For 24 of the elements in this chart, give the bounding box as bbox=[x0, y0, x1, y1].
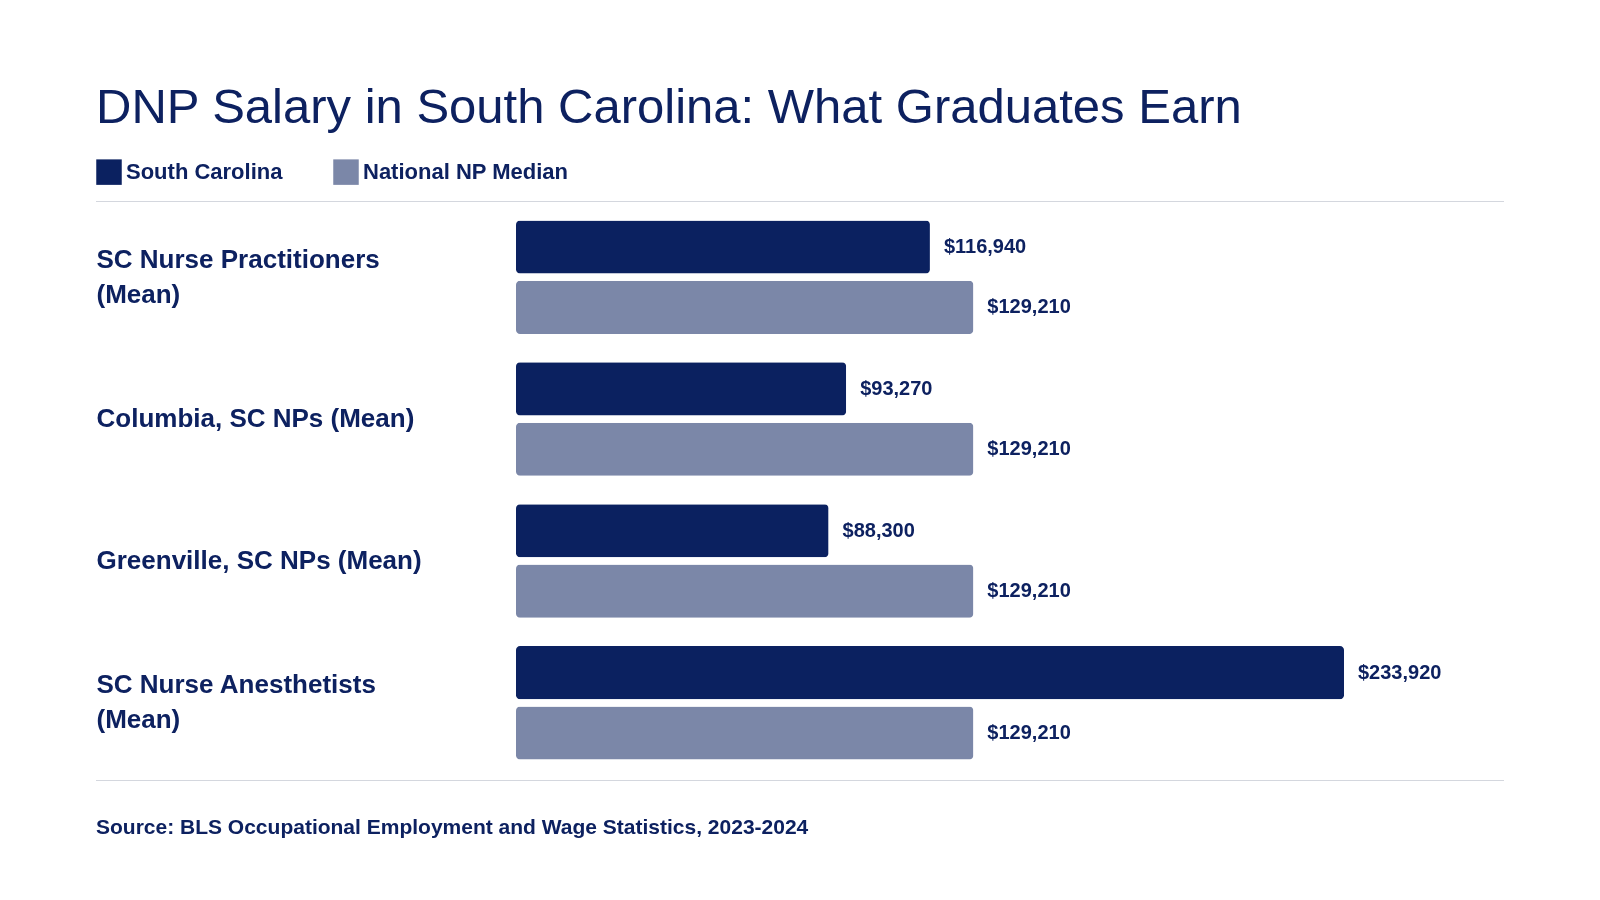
y-tick-label: Greenville, SC NPs (Mean) bbox=[96, 544, 422, 575]
data-label: $88,300 bbox=[842, 518, 915, 541]
data-label: $233,920 bbox=[1358, 660, 1442, 683]
bar bbox=[516, 646, 1344, 700]
bar bbox=[516, 220, 930, 274]
bar bbox=[516, 422, 974, 476]
bar bbox=[516, 706, 974, 760]
legend-label: National NP Median bbox=[363, 159, 568, 185]
data-label: $129,210 bbox=[987, 295, 1071, 318]
legend-label: South Carolina bbox=[126, 159, 284, 185]
y-tick-label: Columbia, SC NPs (Mean) bbox=[96, 403, 415, 434]
data-label: $93,270 bbox=[860, 376, 933, 399]
bar bbox=[516, 280, 974, 334]
data-label: $129,210 bbox=[987, 720, 1071, 743]
bar bbox=[516, 362, 847, 416]
data-label: $129,210 bbox=[987, 579, 1071, 602]
source-note: Source: BLS Occupational Employment and Wage Statistics, 2023-2024 bbox=[96, 815, 809, 839]
y-tick-label: SC Nurse Practitioners (Mean) bbox=[96, 243, 380, 309]
bar bbox=[516, 564, 974, 618]
bar bbox=[516, 504, 829, 558]
data-label: $129,210 bbox=[987, 437, 1071, 460]
y-tick-label: SC Nurse Anesthetists (Mean) bbox=[96, 669, 376, 735]
data-label: $116,940 bbox=[943, 235, 1027, 258]
chart-title: DNP Salary in South Carolina: What Graduates Earn bbox=[96, 79, 1242, 133]
